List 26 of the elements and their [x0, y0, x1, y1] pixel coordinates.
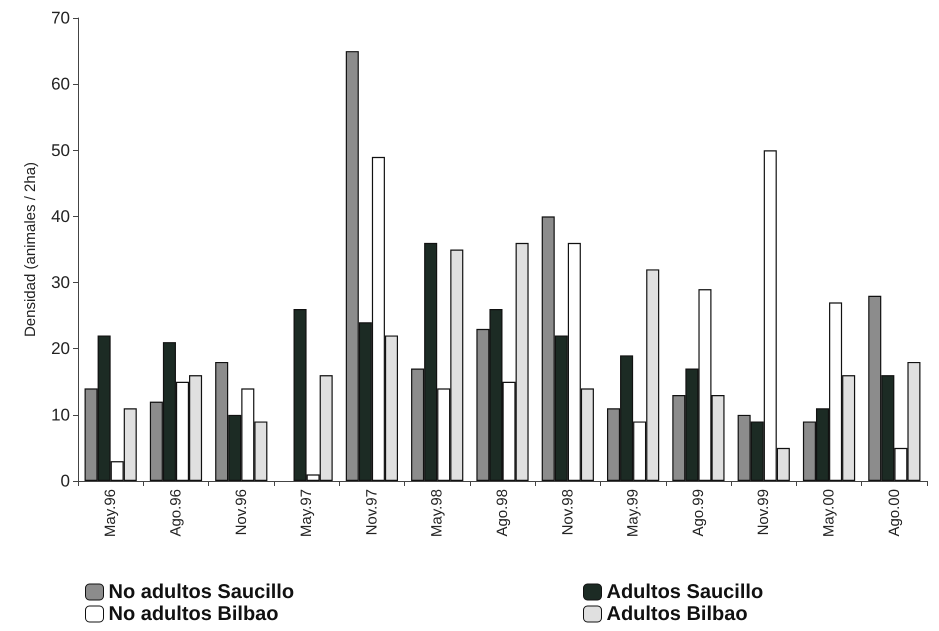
- legend-label: Adultos Saucillo: [606, 581, 764, 603]
- legend-label: Adultos Bilbao: [606, 603, 748, 625]
- y-tick-label: 30: [51, 273, 70, 292]
- y-axis-title: Densidad (animales / 2ha): [22, 162, 39, 338]
- y-tick-label: 70: [51, 8, 70, 28]
- legend-label: No adultos Bilbao: [108, 603, 278, 625]
- x-tick-label: Ago.98: [494, 489, 511, 537]
- x-tick-label: Nov.96: [232, 489, 250, 536]
- x-tick-label: May.00: [820, 489, 838, 538]
- x-tick-label: Ago.99: [690, 489, 707, 537]
- y-tick-label: 40: [51, 206, 70, 226]
- x-tick-label: May.98: [428, 489, 446, 538]
- x-tick-label: Ago.00: [886, 489, 903, 537]
- x-tick-label: May.96: [102, 489, 120, 538]
- y-tick-label: 50: [51, 140, 70, 160]
- x-tick-label: Ago.96: [167, 489, 184, 537]
- x-tick-label: Nov.97: [363, 489, 380, 536]
- x-tick-label: Nov.98: [559, 489, 576, 536]
- y-tick-label: 10: [51, 405, 70, 424]
- x-tick-label: May.99: [624, 489, 642, 538]
- y-tick-label: 0: [60, 472, 70, 490]
- x-tick-label: May.97: [298, 489, 316, 538]
- y-tick-label: 20: [51, 339, 70, 358]
- legend-label: No adultos Saucillo: [108, 581, 294, 603]
- y-tick-label: 60: [51, 74, 70, 94]
- x-tick-label: Nov.99: [755, 489, 772, 536]
